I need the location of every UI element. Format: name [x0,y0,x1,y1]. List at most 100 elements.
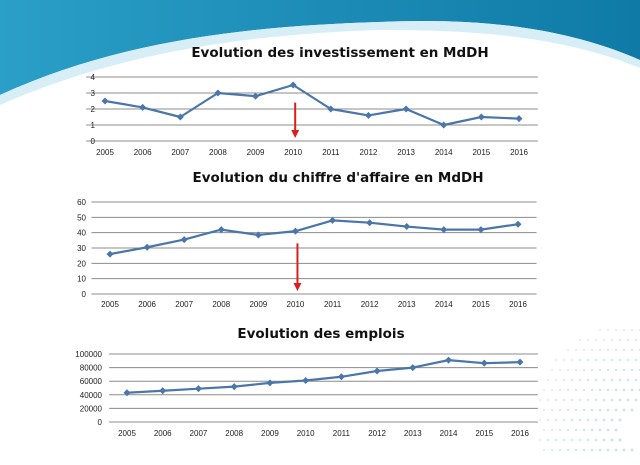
data-point-marker [106,250,114,258]
chart-2: Evolution du chiffre d'affaire en MdDH 0 1… [77,170,537,309]
globe-dot [590,368,594,372]
globe-dot [543,449,545,451]
data-point-marker [159,387,167,395]
globe-dot [614,428,618,432]
data-point-marker [289,81,297,89]
globe-dot [626,358,630,362]
red-down-arrow-icon [291,130,300,138]
globe-dot [630,368,634,372]
x-tick-label: 2008 [225,429,243,438]
globe-dot [566,428,570,432]
x-tick-label: 2006 [138,300,156,309]
globe-dot [598,368,602,372]
data-point-marker [364,111,372,119]
globe-dot [610,358,614,362]
globe-dot [610,378,614,382]
data-point-marker [337,373,345,381]
x-tick-label: 2008 [212,300,230,309]
globe-dot [551,389,553,391]
globe-dot [622,388,626,392]
data-point-marker [402,105,410,113]
y-tick-label: 60 [77,198,86,207]
y-tick-label: 80000 [80,364,103,373]
x-tick-label: 2015 [475,429,493,438]
globe-dot [571,379,573,381]
x-tick-label: 2007 [190,429,208,438]
globe-dot [607,329,609,331]
chart-1: Evolution des investissement en MdDH 0 1 2 3… [86,45,538,157]
data-point-marker [329,216,337,224]
globe-dot [598,428,602,432]
globe-dot [626,378,630,382]
x-tick-label: 2009 [247,148,265,157]
globe-dot [547,399,549,401]
globe-dot [582,388,586,392]
globe-dot [586,398,590,402]
data-point-marker [252,92,260,100]
x-tick-label: 2012 [368,429,386,438]
globe-dot [571,359,573,361]
data-point-marker [373,367,381,375]
globe-dot [615,329,617,331]
y-tick-label: 0 [98,418,103,427]
data-point-marker [194,385,202,393]
globe-dot [602,418,606,422]
globe-dot [599,349,601,351]
globe-dot [607,349,609,351]
globe-dot [602,358,606,362]
x-tick-label: 2012 [361,300,379,309]
x-tick-label: 2013 [404,429,422,438]
data-point-marker [230,383,238,391]
y-tick-label: 2 [91,105,96,114]
data-point-marker [514,220,522,228]
globe-dot [562,418,566,422]
globe-dot [595,339,597,341]
x-tick-label: 2015 [472,148,490,157]
globe-dot [630,448,634,452]
globe-dot [574,448,578,452]
globe-dot [555,419,557,421]
globe-dot [579,359,581,361]
globe-dot [543,429,545,431]
globe-dot [619,339,621,341]
globe-dot [599,329,601,331]
globe-dot [590,408,594,412]
globe-dot [562,398,566,402]
data-point-marker [214,89,222,97]
globe-dot [586,378,590,382]
globe-dot [623,329,625,331]
globe-dot [555,399,557,401]
series-line [109,219,519,256]
globe-dot [630,408,634,412]
globe-dot [578,378,582,382]
globe-dot [555,359,557,361]
globe-dot [630,348,634,352]
x-tick-label: 2007 [171,148,189,157]
data-point-marker [139,103,147,111]
globe-dot [539,399,541,401]
globe-dot [618,358,622,362]
globe-dot [594,438,598,442]
data-point-marker [180,236,188,244]
data-point-marker [217,226,225,234]
globe-dot [594,398,598,402]
globe-dot [606,428,610,432]
y-tick-label: 100000 [75,350,102,359]
data-point-marker [477,226,485,234]
globe-dot [622,408,626,412]
x-tick-label: 2016 [511,429,529,438]
y-tick-label: 50 [77,213,86,222]
chart-title: Evolution des emplois [237,326,404,342]
globe-dot [574,408,578,412]
y-tick-label: 0 [82,290,87,299]
globe-dot [555,439,557,441]
y-tick-label: 40000 [80,391,103,400]
globe-dot [543,389,545,391]
globe-dot [626,398,630,402]
dotted-globe-decoration [539,329,640,452]
globe-dot [627,339,629,341]
red-down-arrow-icon [293,283,302,291]
x-tick-label: 2014 [435,300,453,309]
x-tick-label: 2014 [440,429,458,438]
globe-dot [567,349,569,351]
